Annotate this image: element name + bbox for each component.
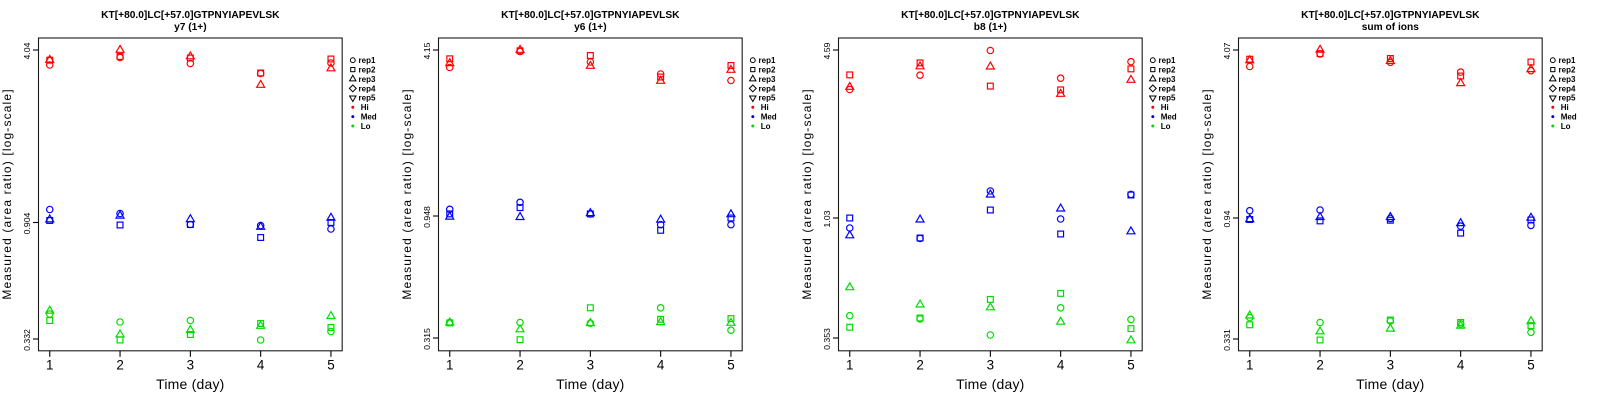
- svg-text:4: 4: [1457, 357, 1465, 372]
- svg-text:0.332: 0.332: [22, 329, 32, 351]
- svg-text:3: 3: [187, 357, 194, 372]
- svg-text:1: 1: [846, 357, 853, 372]
- svg-text:rep2: rep2: [1559, 66, 1576, 75]
- svg-text:Time (day): Time (day): [556, 376, 624, 392]
- svg-text:Lo: Lo: [1561, 122, 1571, 131]
- svg-text:rep3: rep3: [1559, 75, 1576, 84]
- svg-text:Hi: Hi: [1161, 103, 1169, 112]
- svg-text:1: 1: [1246, 357, 1253, 372]
- svg-text:0.94: 0.94: [1222, 210, 1232, 227]
- svg-text:2: 2: [116, 357, 123, 372]
- svg-text:KT[+80.0]LC[+57.0]GTPNYIAPEVLS: KT[+80.0]LC[+57.0]GTPNYIAPEVLSK: [901, 10, 1080, 21]
- svg-text:4: 4: [257, 357, 265, 372]
- svg-text:Measured (area ratio) [log-sca: Measured (area ratio) [log-scale]: [400, 88, 414, 299]
- svg-text:rep4: rep4: [759, 84, 776, 93]
- svg-text:Hi: Hi: [1561, 103, 1569, 112]
- svg-text:y6 (1+): y6 (1+): [574, 22, 607, 33]
- svg-text:4.15: 4.15: [422, 42, 432, 59]
- svg-text:y7 (1+): y7 (1+): [174, 22, 207, 33]
- svg-text:Measured (area ratio) [log-sca: Measured (area ratio) [log-scale]: [800, 88, 814, 299]
- svg-text:rep1: rep1: [759, 56, 776, 65]
- svg-text:rep3: rep3: [1159, 75, 1176, 84]
- svg-text:3: 3: [587, 357, 594, 372]
- svg-text:b8 (1+): b8 (1+): [974, 22, 1007, 33]
- svg-text:0.331: 0.331: [1222, 329, 1232, 351]
- svg-text:rep4: rep4: [1159, 84, 1176, 93]
- svg-text:rep3: rep3: [759, 75, 776, 84]
- svg-text:Lo: Lo: [761, 122, 771, 131]
- svg-text:3: 3: [987, 357, 994, 372]
- svg-text:5: 5: [727, 357, 734, 372]
- svg-text:rep1: rep1: [1559, 56, 1576, 65]
- svg-text:4: 4: [657, 357, 665, 372]
- svg-text:rep5: rep5: [1559, 94, 1576, 103]
- svg-text:Med: Med: [761, 113, 777, 122]
- svg-text:Med: Med: [361, 113, 377, 122]
- svg-text:4.04: 4.04: [22, 42, 32, 59]
- svg-text:Lo: Lo: [1161, 122, 1171, 131]
- svg-text:0.948: 0.948: [422, 206, 432, 228]
- svg-text:Med: Med: [1161, 113, 1177, 122]
- svg-text:4.07: 4.07: [1222, 42, 1232, 59]
- svg-text:rep4: rep4: [359, 84, 376, 93]
- svg-text:1.03: 1.03: [822, 210, 832, 227]
- svg-text:1: 1: [446, 357, 453, 372]
- svg-text:rep2: rep2: [1159, 66, 1176, 75]
- svg-text:2: 2: [1316, 357, 1323, 372]
- svg-text:rep5: rep5: [359, 94, 376, 103]
- svg-text:1: 1: [46, 357, 53, 372]
- svg-text:Measured (area ratio) [log-sca: Measured (area ratio) [log-scale]: [1200, 88, 1214, 299]
- svg-text:Med: Med: [1561, 113, 1577, 122]
- svg-text:Lo: Lo: [361, 122, 371, 131]
- svg-text:5: 5: [1527, 357, 1534, 372]
- svg-text:Measured (area ratio) [log-sca: Measured (area ratio) [log-scale]: [0, 88, 14, 299]
- svg-text:0.353: 0.353: [822, 328, 832, 350]
- svg-text:5: 5: [327, 357, 334, 372]
- svg-text:KT[+80.0]LC[+57.0]GTPNYIAPEVLS: KT[+80.0]LC[+57.0]GTPNYIAPEVLSK: [501, 10, 680, 21]
- svg-text:0.904: 0.904: [22, 212, 32, 234]
- svg-text:4: 4: [1057, 357, 1065, 372]
- svg-text:5: 5: [1127, 357, 1134, 372]
- svg-text:2: 2: [916, 357, 923, 372]
- svg-text:2: 2: [516, 357, 523, 372]
- svg-text:Time (day): Time (day): [1356, 376, 1424, 392]
- svg-text:KT[+80.0]LC[+57.0]GTPNYIAPEVLS: KT[+80.0]LC[+57.0]GTPNYIAPEVLSK: [1301, 10, 1480, 21]
- svg-text:Hi: Hi: [761, 103, 769, 112]
- svg-text:Hi: Hi: [361, 103, 369, 112]
- svg-text:rep4: rep4: [1559, 84, 1576, 93]
- svg-text:3: 3: [1387, 357, 1394, 372]
- svg-text:rep5: rep5: [759, 94, 776, 103]
- svg-text:KT[+80.0]LC[+57.0]GTPNYIAPEVLS: KT[+80.0]LC[+57.0]GTPNYIAPEVLSK: [101, 10, 280, 21]
- svg-text:Time (day): Time (day): [956, 376, 1024, 392]
- svg-text:0.315: 0.315: [422, 328, 432, 350]
- svg-text:rep5: rep5: [1159, 94, 1176, 103]
- svg-text:rep2: rep2: [759, 66, 776, 75]
- svg-text:rep1: rep1: [359, 56, 376, 65]
- svg-text:rep1: rep1: [1159, 56, 1176, 65]
- svg-text:rep2: rep2: [359, 66, 376, 75]
- svg-text:Time (day): Time (day): [156, 376, 224, 392]
- svg-text:4.59: 4.59: [822, 42, 832, 59]
- svg-text:sum of ions: sum of ions: [1362, 22, 1419, 33]
- svg-text:rep3: rep3: [359, 75, 376, 84]
